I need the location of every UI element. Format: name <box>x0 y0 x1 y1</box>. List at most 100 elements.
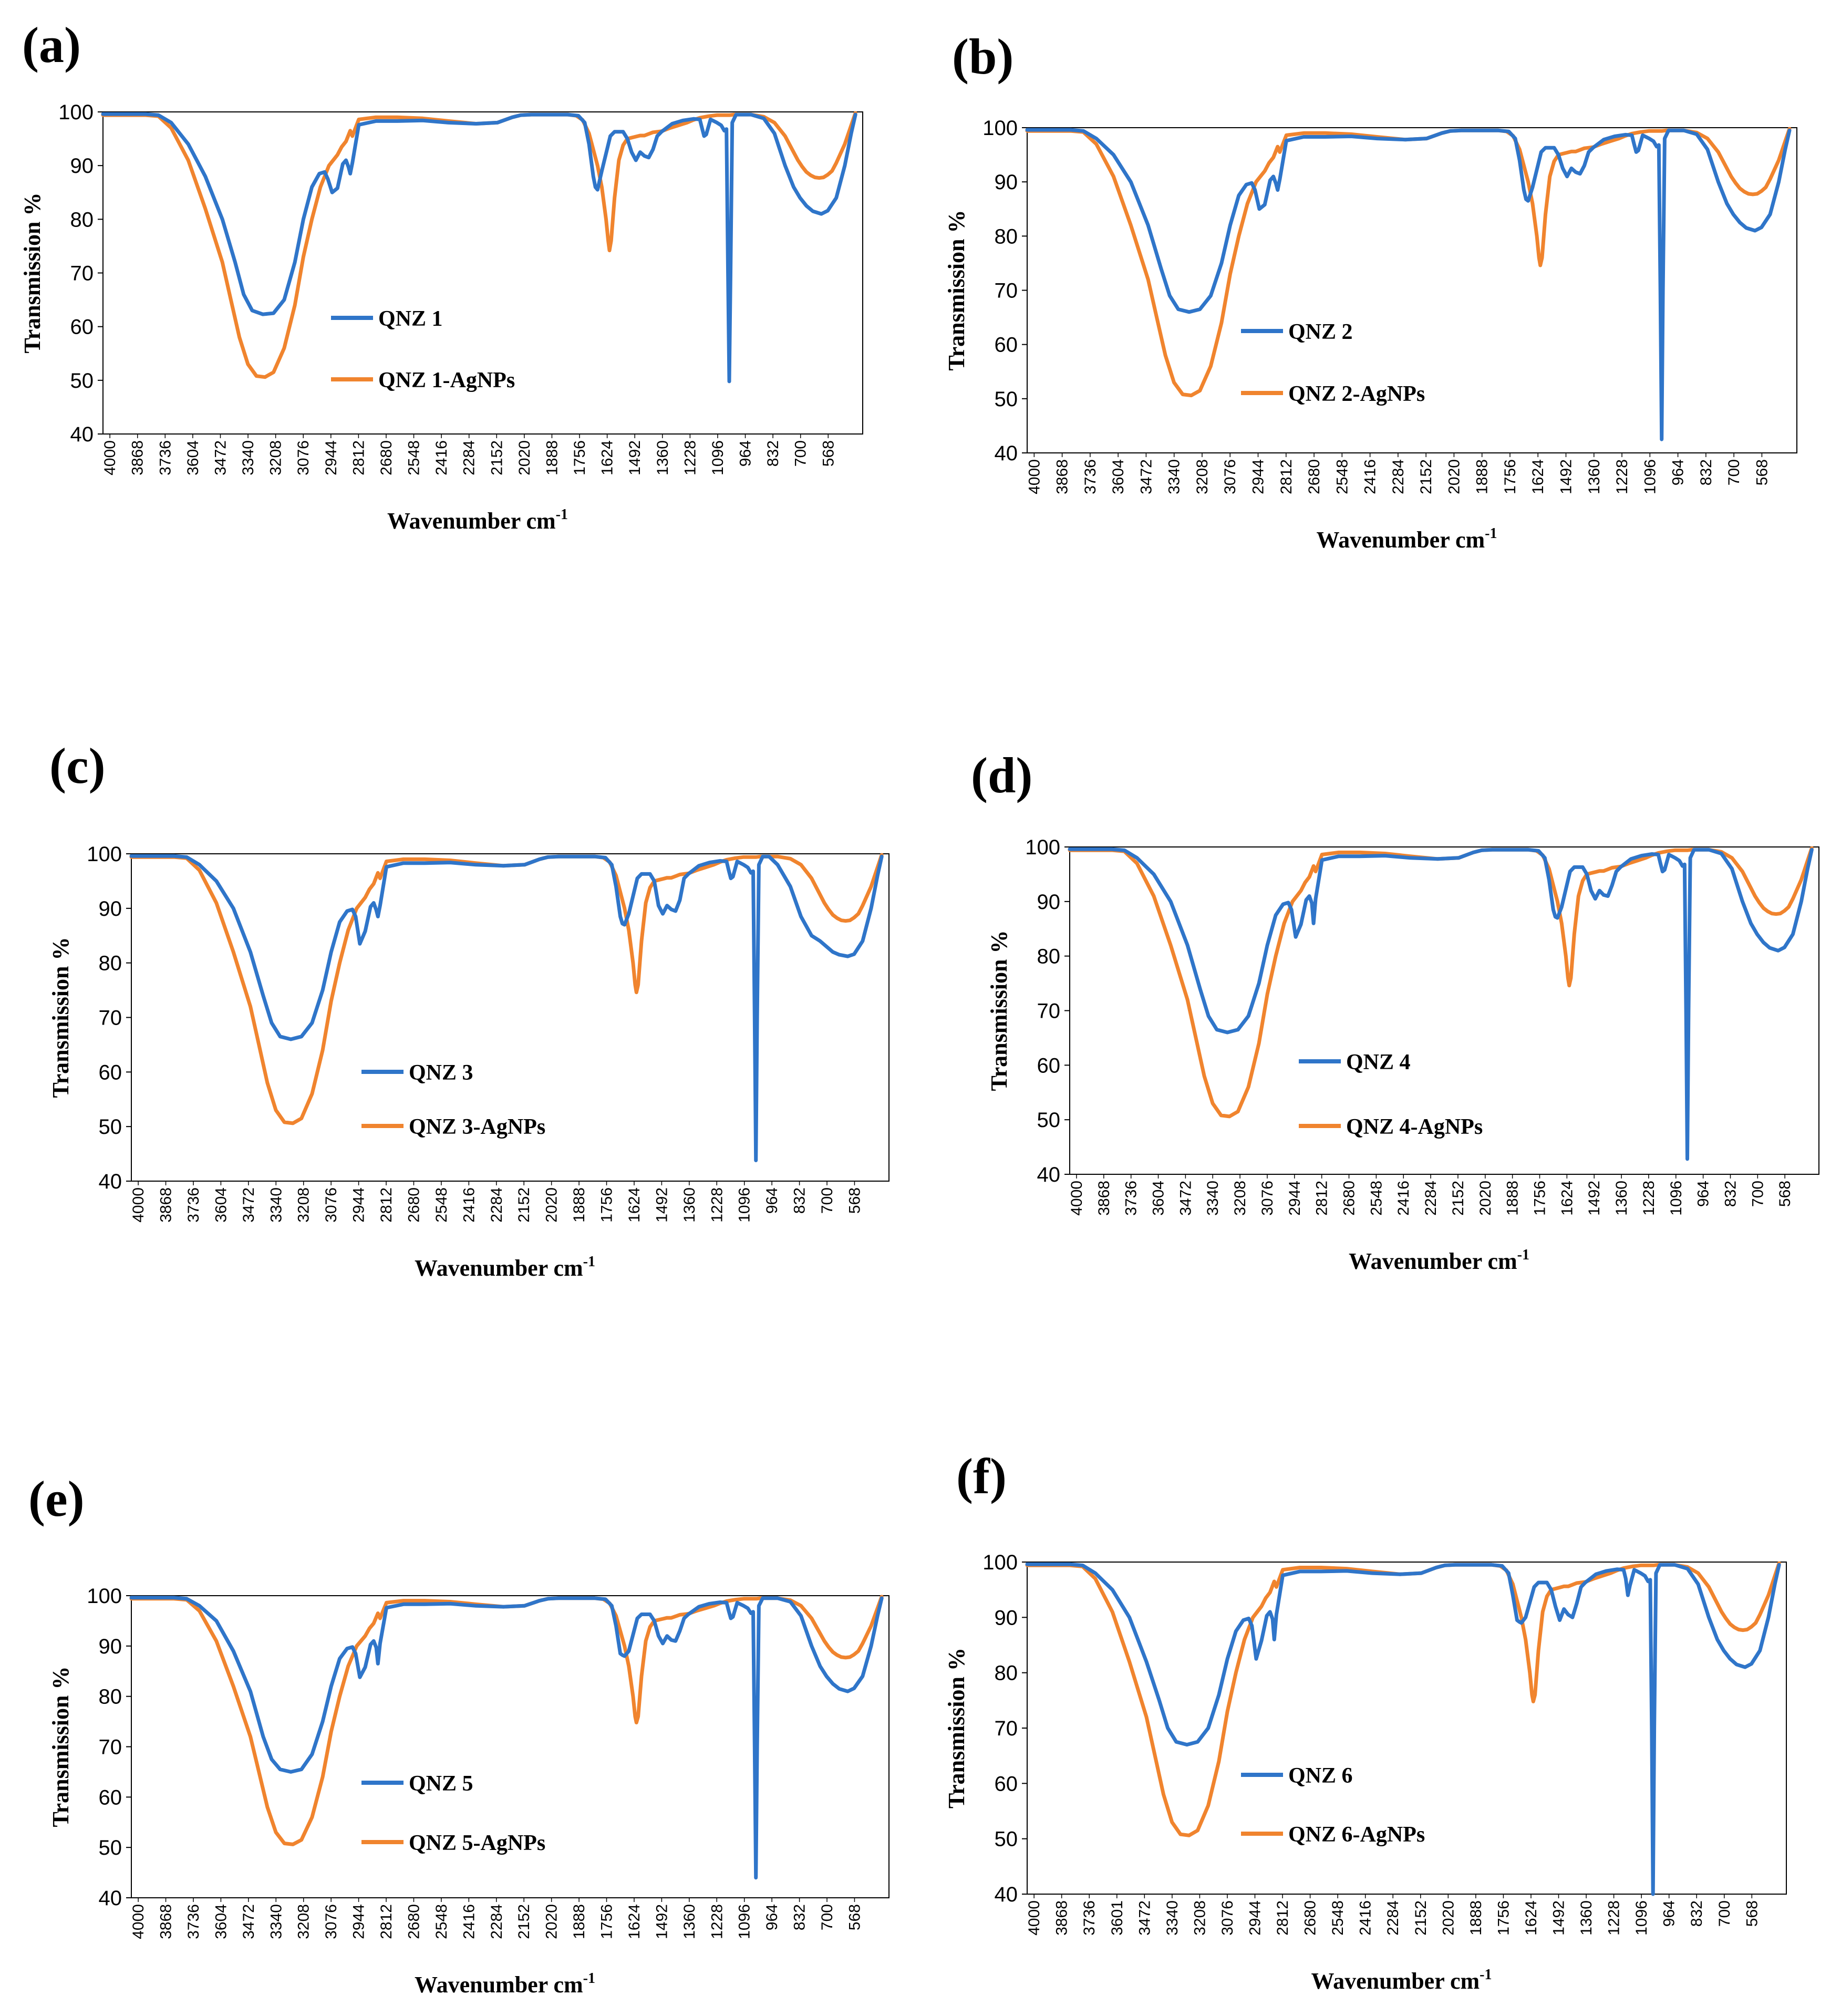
x-tick-label: 1492 <box>1586 1181 1603 1216</box>
series-line-sample <box>101 112 857 384</box>
y-tick-label: 90 <box>99 1635 122 1658</box>
y-tick-label: 60 <box>995 1772 1018 1795</box>
y-tick-label: 70 <box>1037 1000 1061 1023</box>
x-tick-label: 1360 <box>681 1904 698 1939</box>
x-tick-label: 3472 <box>240 1904 257 1939</box>
x-tick-label: 3868 <box>1053 1900 1071 1936</box>
y-axis-title: Transmission % <box>48 1666 74 1827</box>
legend-label: QNZ 2-AgNPs <box>1288 382 1425 406</box>
x-axis-title-text: Wavenumber cm <box>1311 1968 1480 1994</box>
x-tick-label: 1624 <box>626 1187 643 1223</box>
x-tick-label: 4000 <box>1068 1181 1085 1216</box>
x-axis-title-superscript: -1 <box>1480 1967 1492 1983</box>
x-tick-label: 568 <box>846 1904 863 1930</box>
y-tick-label: 70 <box>70 262 94 285</box>
x-tick-label: 1492 <box>1550 1900 1568 1936</box>
x-tick-label: 2284 <box>1390 459 1407 494</box>
x-tick-label: 1096 <box>709 440 727 475</box>
x-tick-label: 4000 <box>130 1904 147 1939</box>
legend-label: QNZ 3 <box>409 1061 473 1085</box>
y-tick-label: 80 <box>995 1662 1018 1685</box>
x-tick-label: 3736 <box>185 1904 202 1939</box>
x-tick-label: 1228 <box>708 1187 726 1223</box>
x-tick-label: 2944 <box>350 1904 368 1939</box>
x-tick-label: 964 <box>763 1187 781 1214</box>
x-tick-label: 2944 <box>1250 459 1267 494</box>
x-tick-label: 1624 <box>1523 1900 1540 1936</box>
x-tick-label: 2944 <box>1247 1900 1264 1936</box>
x-tick-label: 3868 <box>129 440 147 475</box>
x-tick-label: 1360 <box>681 1187 698 1223</box>
chart-panel-f: (f) 40 50 60 70 80 90 100 4000 3868 3736 3601 3472 33… <box>944 1448 1787 1994</box>
panel-label: (d) <box>971 747 1032 803</box>
x-tick-label: 1756 <box>571 440 588 475</box>
x-tick-label: 3208 <box>295 1187 313 1223</box>
y-tick-label: 70 <box>995 1717 1018 1740</box>
x-tick-label: 1756 <box>598 1904 616 1939</box>
x-tick-label: 1492 <box>626 440 644 475</box>
y-tick-label: 80 <box>1037 945 1061 968</box>
x-tick-label: 2284 <box>488 1187 505 1223</box>
x-tick-label: 3736 <box>157 440 174 475</box>
y-tick-label: 100 <box>982 117 1018 140</box>
x-tick-label: 3340 <box>1164 1900 1181 1936</box>
x-tick-label: 2020 <box>1477 1181 1494 1216</box>
x-tick-label: 3472 <box>240 1187 257 1223</box>
y-tick-label: 90 <box>995 171 1018 194</box>
legend-label: QNZ 6 <box>1288 1764 1353 1788</box>
chart-panel-d: (d) 40 50 60 70 80 90 100 4000 3868 3736 3604 3472 33… <box>971 747 1819 1274</box>
x-tick-label: 3604 <box>1110 459 1127 494</box>
x-tick-label: 2812 <box>1313 1181 1331 1216</box>
x-axis-title-superscript: -1 <box>556 506 568 523</box>
y-axis-title: Transmission % <box>944 210 969 370</box>
x-tick-label: 1492 <box>653 1187 670 1223</box>
x-tick-label: 1096 <box>1633 1900 1650 1936</box>
x-tick-label: 1360 <box>654 440 671 475</box>
x-tick-label: 3472 <box>212 440 229 475</box>
series-line-agnps <box>1068 846 1814 1119</box>
panel-label: (b) <box>952 28 1013 85</box>
x-tick-label: 3601 <box>1109 1900 1126 1936</box>
x-tick-label: 2020 <box>1440 1900 1457 1936</box>
y-tick-label: 100 <box>1025 836 1060 859</box>
chart-panel-e: (e) 40 50 60 70 80 90 100 4000 3868 3736 3604 3472 33… <box>28 1471 890 1998</box>
y-tick-label: 90 <box>1037 891 1061 914</box>
x-tick-label: 832 <box>1688 1900 1705 1927</box>
x-axis-title-superscript: -1 <box>583 1254 595 1270</box>
x-tick-label: 2416 <box>1357 1900 1374 1936</box>
x-axis-title-text: Wavenumber cm <box>387 508 556 534</box>
x-tick-label: 2548 <box>1329 1900 1347 1936</box>
x-tick-label: 1228 <box>681 440 699 475</box>
series-line-agnps <box>129 853 884 1125</box>
x-axis-title-text: Wavenumber cm <box>1317 527 1485 553</box>
x-tick-label: 2944 <box>323 440 340 475</box>
x-tick-label: 964 <box>1695 1181 1712 1207</box>
x-tick-label: 1888 <box>1467 1900 1485 1936</box>
x-tick-label: 1228 <box>1640 1181 1658 1216</box>
x-tick-label: 2416 <box>460 1187 478 1223</box>
x-tick-label: 3604 <box>184 440 202 475</box>
x-tick-label: 1228 <box>1614 459 1631 494</box>
y-tick-label: 60 <box>99 1786 122 1809</box>
y-tick-label: 70 <box>99 1736 122 1759</box>
y-axis-title: Transmission % <box>48 937 74 1098</box>
x-tick-label: 568 <box>1743 1900 1761 1927</box>
series-line-sample <box>1068 847 1814 1161</box>
y-tick-label: 100 <box>87 843 122 866</box>
x-tick-label: 568 <box>846 1187 863 1214</box>
series-line-sample <box>129 854 884 1162</box>
x-tick-label: 1888 <box>1474 459 1491 494</box>
y-tick-label: 40 <box>99 1887 122 1910</box>
x-tick-label: 964 <box>1661 1900 1678 1927</box>
y-tick-label: 60 <box>70 316 94 339</box>
x-tick-label: 568 <box>820 440 837 467</box>
x-tick-label: 3076 <box>1219 1900 1236 1936</box>
x-tick-label: 1756 <box>1495 1900 1512 1936</box>
x-tick-label: 4000 <box>130 1187 147 1223</box>
x-tick-label: 2944 <box>1286 1181 1304 1216</box>
x-tick-label: 3076 <box>323 1904 340 1939</box>
x-axis-title: Wavenumber cm-1 <box>415 1254 595 1281</box>
x-tick-label: 2020 <box>543 1904 561 1939</box>
x-tick-label: 2284 <box>461 440 478 475</box>
y-tick-label: 100 <box>982 1551 1018 1574</box>
